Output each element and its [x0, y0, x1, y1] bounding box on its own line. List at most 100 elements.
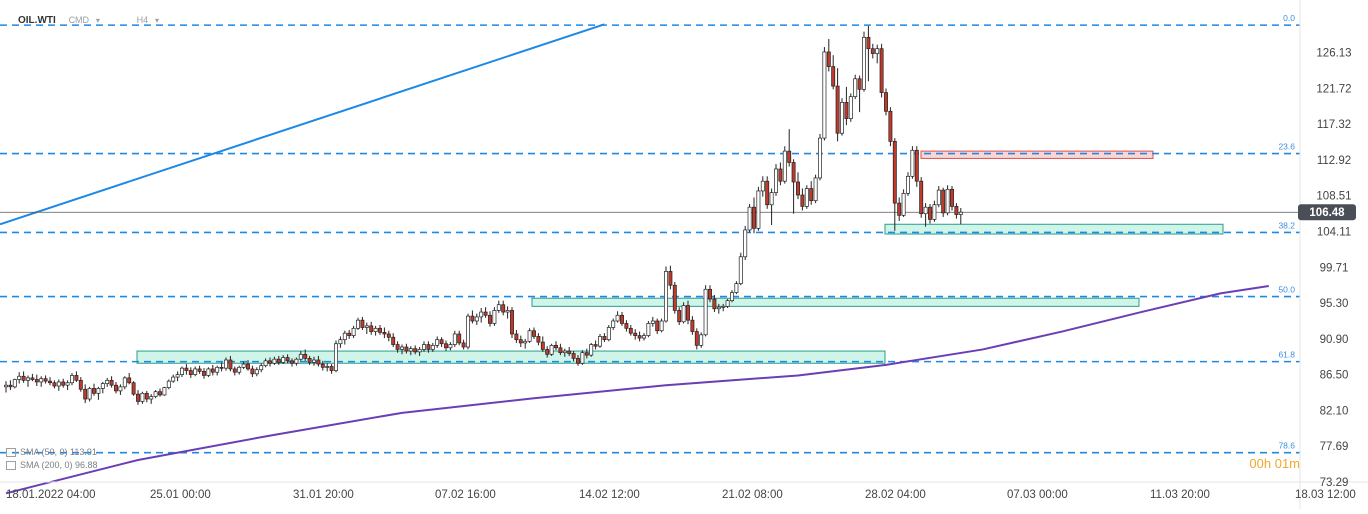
indicator-settings-icon[interactable] — [6, 461, 16, 471]
candle-body — [241, 363, 246, 368]
candle-body — [237, 366, 242, 373]
legend-label: SMA (50, 0) 113.91 — [20, 447, 97, 457]
candle-body — [945, 188, 950, 214]
candle-body — [87, 388, 92, 400]
candle-body — [752, 206, 756, 229]
candle-body — [96, 388, 101, 394]
candle-body — [954, 206, 959, 215]
candle-body — [259, 365, 264, 371]
y-tick-label: 82.10 — [1320, 405, 1349, 417]
candle-body — [263, 360, 268, 367]
x-tick-label: 28.02 04:00 — [865, 489, 926, 501]
candle-body — [136, 393, 140, 402]
candle-body — [202, 371, 206, 376]
support-zone-1 — [531, 297, 1140, 307]
candle-body — [92, 388, 96, 394]
candle-body — [738, 256, 743, 284]
candle-body — [430, 345, 435, 350]
candle-body — [584, 352, 589, 356]
chart-header: OIL.WTI CMD ▾ H4 ▾ — [18, 15, 159, 26]
legend-item-sma200[interactable]: SMA (200, 0) 96.88 — [6, 460, 98, 471]
candle-body — [813, 177, 818, 202]
candle-body — [158, 391, 162, 396]
y-tick-label: 126.13 — [1316, 48, 1351, 60]
candle-body — [298, 353, 303, 360]
candle-body — [712, 298, 717, 310]
candle-body — [17, 375, 22, 380]
candle-body — [184, 367, 189, 371]
candle-body — [897, 202, 902, 216]
candle-body — [386, 333, 391, 338]
last-price-tag — [1298, 204, 1356, 221]
candle-body — [43, 378, 48, 382]
candle-body — [936, 189, 941, 206]
y-tick-label: 112.92 — [1317, 155, 1351, 167]
candle-body — [232, 368, 237, 373]
candle-body — [12, 379, 17, 388]
candle-body — [791, 162, 796, 183]
x-tick-label: 18.03 12:00 — [1295, 489, 1356, 501]
timeframe-label[interactable]: H4 — [136, 15, 149, 25]
candle-body — [338, 339, 343, 345]
legend-item-sma50[interactable]: SMA (50, 0) 113.91 — [6, 447, 97, 458]
sma-line-0 — [5, 285, 1269, 495]
candle-body — [122, 377, 127, 388]
candle-body — [250, 368, 255, 375]
symbol-label[interactable]: OIL.WTI — [18, 15, 56, 26]
candle-body — [646, 323, 651, 336]
fib-level-label: 0.0 — [1283, 13, 1295, 23]
candle-body — [56, 381, 61, 387]
candle-body — [923, 206, 928, 215]
candle-body — [496, 304, 501, 311]
x-tick-label: 18.01.2022 04:00 — [6, 489, 96, 501]
candle-body — [105, 379, 110, 384]
candle-body — [505, 310, 510, 313]
candle-body — [822, 51, 827, 139]
candle-body — [536, 336, 541, 343]
candle-body — [334, 343, 338, 371]
indicator-settings-icon[interactable] — [6, 448, 16, 458]
y-tick-label: 86.50 — [1320, 370, 1349, 382]
candle-body — [364, 325, 369, 328]
candle-body — [100, 383, 105, 389]
x-tick-label: 11.03 20:00 — [1150, 489, 1210, 501]
candle-body — [501, 304, 506, 313]
candle-body — [686, 305, 690, 321]
candle-body — [800, 194, 805, 207]
candle-body — [30, 377, 35, 380]
candle-body — [743, 229, 748, 258]
candle-body — [870, 48, 875, 54]
candle-body — [246, 363, 250, 370]
candle-body — [567, 350, 572, 354]
candle-body — [149, 396, 154, 400]
source-dropdown-icon[interactable]: ▾ — [95, 16, 100, 25]
candle-body — [474, 316, 479, 322]
candle-body — [8, 384, 13, 388]
candle-body — [78, 379, 83, 390]
candle-body — [650, 320, 655, 324]
candle-body — [219, 366, 224, 369]
candle-body — [417, 349, 422, 353]
candle-body — [637, 335, 642, 339]
candle-body — [950, 188, 954, 207]
candle-body — [26, 377, 30, 381]
candle-body — [510, 310, 514, 335]
candle-body — [606, 327, 611, 341]
candle-body — [611, 320, 616, 328]
timeframe-dropdown-icon[interactable]: ▾ — [154, 16, 159, 25]
candle-body — [175, 374, 180, 378]
candle-body — [901, 193, 906, 216]
candle-body — [166, 380, 171, 388]
candle-body — [373, 327, 378, 332]
candle-body — [593, 344, 598, 347]
candle-body — [716, 306, 721, 310]
candle-body — [254, 369, 259, 375]
candle-body — [457, 333, 462, 344]
candle-body — [180, 367, 184, 375]
candle-body — [655, 320, 660, 332]
candle-body — [844, 101, 849, 119]
legend-label: SMA (200, 0) 96.88 — [20, 460, 98, 470]
candle-body — [131, 382, 136, 395]
